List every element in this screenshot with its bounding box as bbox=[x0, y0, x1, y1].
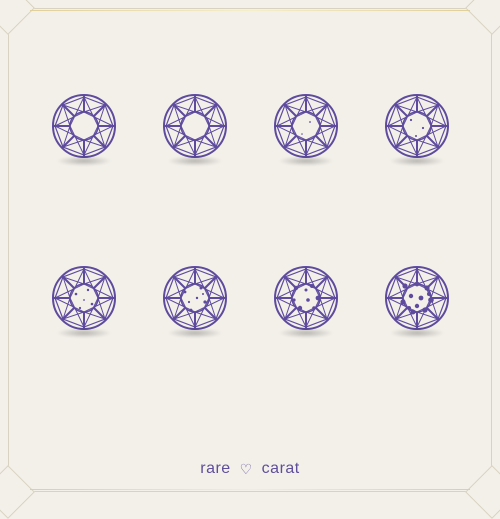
chart-frame bbox=[8, 8, 492, 492]
diamond-icon bbox=[161, 264, 229, 332]
diamond-icon bbox=[161, 92, 229, 160]
brand-footer: rare ♡ carat bbox=[0, 460, 500, 478]
corner-cut bbox=[0, 0, 35, 35]
diamond-icon bbox=[50, 264, 118, 332]
gold-accent bbox=[30, 489, 470, 490]
gold-accent bbox=[30, 10, 470, 11]
diamond-icon bbox=[383, 92, 451, 160]
brand-left: rare bbox=[200, 460, 230, 477]
corner-cut bbox=[465, 0, 500, 35]
heart-icon: ♡ bbox=[240, 461, 253, 477]
diamond-icon bbox=[272, 264, 340, 332]
diamond-icon bbox=[50, 92, 118, 160]
diamond-icon bbox=[383, 264, 451, 332]
brand-right: carat bbox=[262, 460, 300, 477]
diamond-icon bbox=[272, 92, 340, 160]
